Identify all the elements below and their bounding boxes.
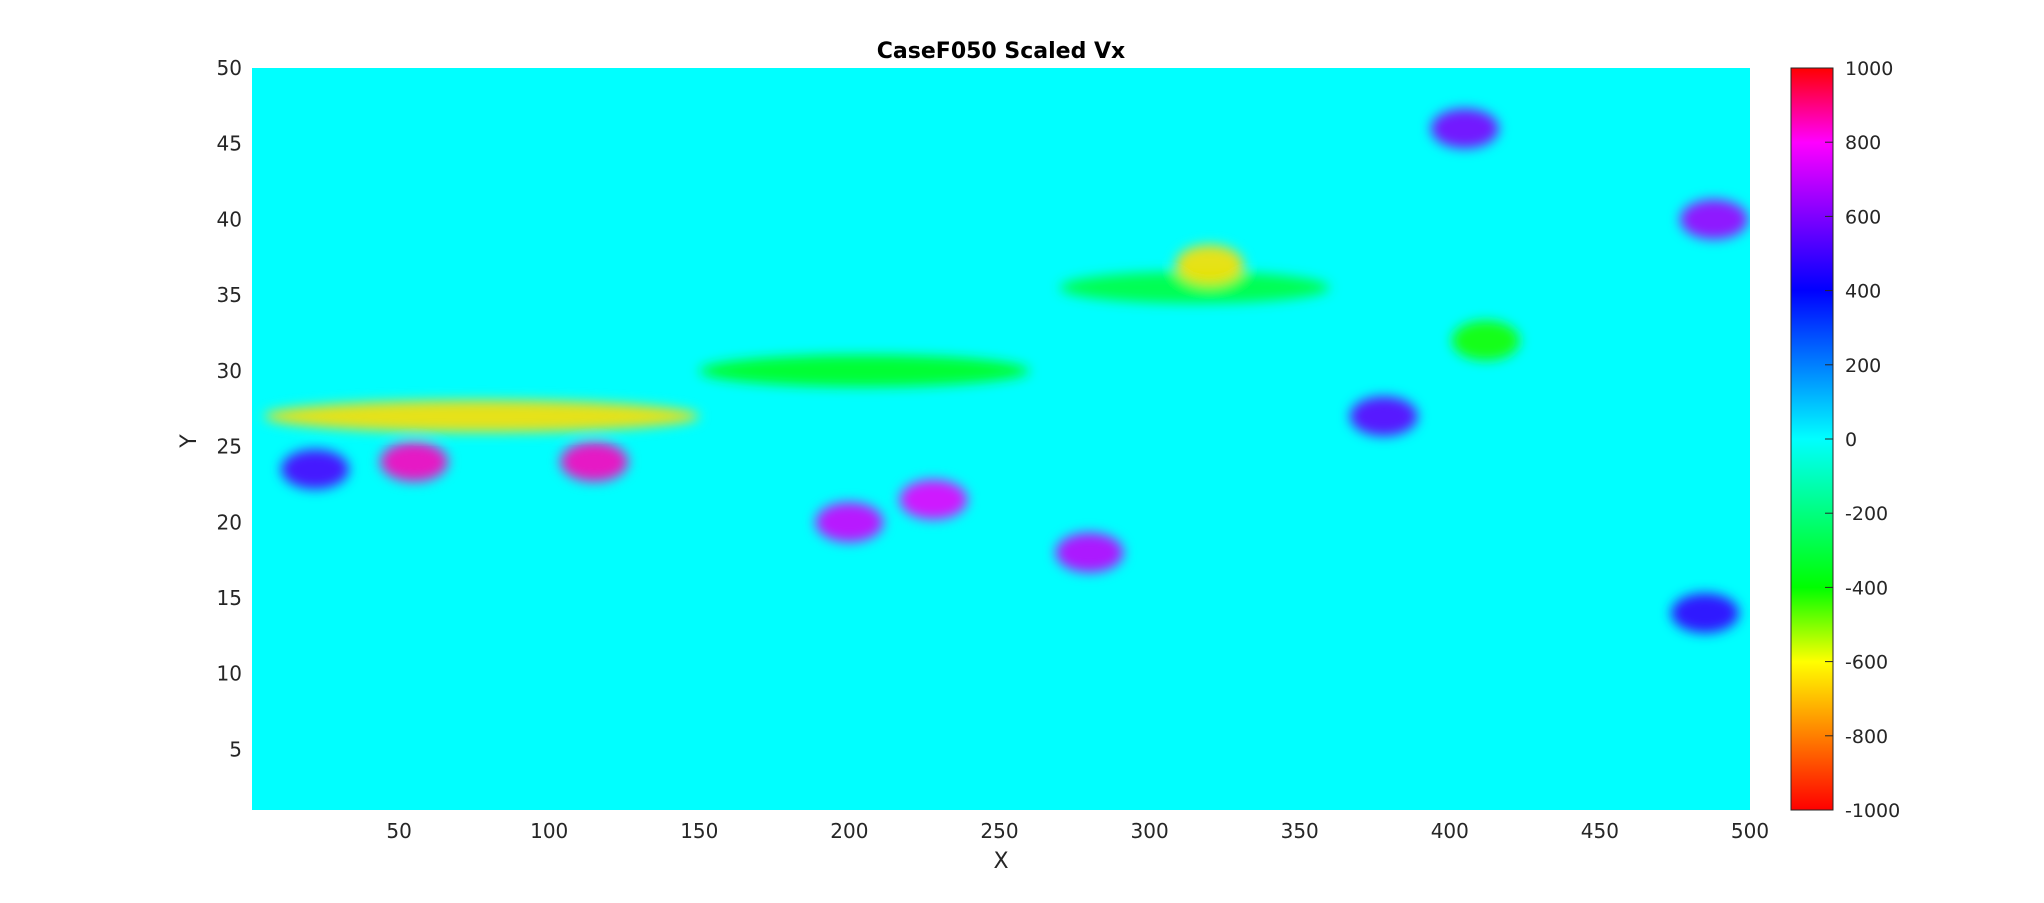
heatmap-blob [1451, 320, 1520, 361]
y-tick-label: 35 [217, 283, 242, 307]
x-axis-label: X [993, 849, 1008, 874]
x-tick-label: 300 [1131, 819, 1169, 843]
heatmap-blob [1349, 396, 1418, 437]
y-tick-label: 20 [217, 510, 242, 534]
heatmap-blob [1670, 593, 1739, 634]
y-axis-label: Y [177, 434, 202, 449]
colorbar-tick-label: 200 [1845, 355, 1881, 377]
colorbar-tick-label: -1000 [1845, 800, 1900, 822]
y-tick-label: 25 [217, 435, 242, 459]
y-tick-label: 45 [217, 132, 242, 156]
plot-area [252, 68, 1750, 810]
heatmap-blob [281, 449, 350, 490]
y-axis-ticks: 5 10 15 20 25 30 35 40 45 50 [217, 56, 242, 761]
heatmap-background [252, 68, 1750, 810]
colorbar: -1000 -800 -600 -400 -200 0 200 400 600 800 1000 [1790, 58, 1900, 822]
heatmap-blob [815, 502, 884, 543]
x-tick-label: 50 [386, 819, 411, 843]
heatmap-blob [1055, 532, 1124, 573]
colorbar-tick-label: -800 [1845, 726, 1888, 748]
y-tick-label: 5 [229, 737, 242, 761]
colorbar-tick-label: -200 [1845, 503, 1888, 525]
x-tick-label: 350 [1281, 819, 1319, 843]
x-tick-label: 450 [1581, 819, 1619, 843]
x-axis-ticks: 50 100 150 200 250 300 350 400 450 500 [386, 819, 1769, 843]
y-tick-label: 30 [217, 359, 242, 383]
x-tick-label: 200 [830, 819, 868, 843]
x-tick-label: 100 [530, 819, 568, 843]
y-tick-label: 15 [217, 586, 242, 610]
heatmap-features [264, 108, 1748, 634]
heatmap-blob [899, 479, 968, 520]
colorbar-tick-label: 1000 [1845, 58, 1893, 80]
x-tick-label: 150 [680, 819, 718, 843]
colorbar-tick-label: 0 [1845, 429, 1857, 451]
heatmap-blob [1175, 244, 1244, 285]
colorbar-tick-label: 400 [1845, 281, 1881, 303]
heatmap-blob [1430, 108, 1499, 149]
heatmap-blob [1679, 199, 1748, 240]
colorbar-tick-label: 800 [1845, 132, 1881, 154]
colorbar-ticks: -1000 -800 -600 -400 -200 0 200 400 600 800 1000 [1825, 58, 1900, 822]
x-tick-label: 400 [1431, 819, 1469, 843]
heatmap-band [1059, 271, 1330, 304]
heatmap-band [264, 400, 700, 433]
y-tick-label: 40 [217, 207, 242, 231]
heatmap-blob [380, 441, 449, 482]
colorbar-tick-label: 600 [1845, 206, 1881, 228]
y-tick-label: 50 [217, 56, 242, 80]
colorbar-tick-label: -600 [1845, 652, 1888, 674]
colorbar-tick-label: -400 [1845, 577, 1888, 599]
x-tick-label: 500 [1731, 819, 1769, 843]
chart-title: CaseF050 Scaled Vx [877, 39, 1125, 64]
heatmap-band [699, 354, 1030, 387]
x-tick-label: 250 [980, 819, 1018, 843]
y-tick-label: 10 [217, 662, 242, 686]
heatmap-blob [560, 441, 629, 482]
